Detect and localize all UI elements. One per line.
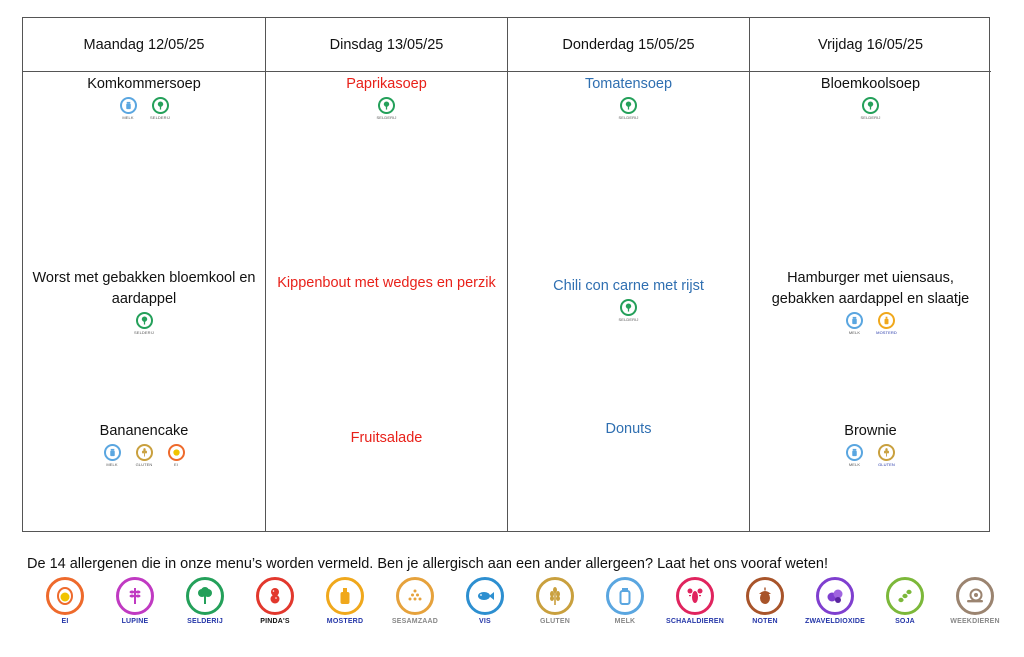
- egg-icon: EI: [163, 444, 189, 467]
- main-dish: Chili con carne met rijst SELDERIJ: [508, 276, 749, 322]
- soup-dish: Bloemkoolsoep SELDERIJ: [750, 74, 991, 120]
- dessert-dish: Donuts: [508, 419, 749, 440]
- legend-item-schaaldieren: SCHAALDIEREN: [660, 577, 730, 625]
- mustard-icon: [326, 577, 364, 615]
- legend-item-zwaveldioxide: ZWAVELDIOXIDE: [800, 577, 870, 625]
- allergen-icons: SELDERIJ: [758, 97, 983, 120]
- dessert-dish: Brownie MELK GLUTEN: [750, 421, 991, 467]
- day-column-thursday: Donderdag 15/05/25 Tomatensoep SELDERIJ …: [507, 18, 749, 531]
- milk-icon: [606, 577, 644, 615]
- celery-icon: SELDERIJ: [858, 97, 884, 120]
- legend-item-ei: EI: [30, 577, 100, 625]
- sesame-icon: [396, 577, 434, 615]
- celery-icon: SELDERIJ: [616, 299, 642, 322]
- fish-icon: [466, 577, 504, 615]
- soy-icon: [886, 577, 924, 615]
- dish-name: Komkommersoep: [87, 76, 201, 92]
- legend-item-selderij: SELDERIJ: [170, 577, 240, 625]
- legend-item-mosterd: MOSTERD: [310, 577, 380, 625]
- day-column-friday: Vrijdag 16/05/25 Bloemkoolsoep SELDERIJ …: [749, 18, 991, 531]
- peanut-icon: [256, 577, 294, 615]
- sulphite-icon: [816, 577, 854, 615]
- allergen-icons: SELDERIJ: [516, 299, 741, 322]
- day-column-monday: Maandag 12/05/25 Komkommersoep MELK SELD…: [23, 18, 265, 531]
- allergen-legend: EI LUPINE SELDERIJ PINDA'S MOSTERD SESAM…: [30, 577, 1010, 652]
- egg-icon: [46, 577, 84, 615]
- dessert-dish: Fruitsalade: [266, 428, 507, 449]
- lupine-icon: [116, 577, 154, 615]
- legend-item-pindas: PINDA'S: [240, 577, 310, 625]
- day-header: Donderdag 15/05/25: [508, 18, 749, 72]
- day-header: Vrijdag 16/05/25: [750, 18, 991, 72]
- dish-name: Fruitsalade: [350, 430, 423, 446]
- soup-dish: Paprikasoep SELDERIJ: [266, 74, 507, 120]
- allergen-icons: MELK SELDERIJ: [31, 97, 257, 120]
- acorn-icon: [746, 577, 784, 615]
- milk-icon: MELK: [842, 444, 868, 467]
- soup-dish: Komkommersoep MELK SELDERIJ: [23, 74, 265, 120]
- legend-item-weekdieren: WEEKDIEREN: [940, 577, 1010, 625]
- milk-icon: MELK: [115, 97, 141, 120]
- allergen-icons: SELDERIJ: [31, 312, 257, 335]
- allergen-icons: MELK GLUTEN: [758, 444, 983, 467]
- legend-item-soja: SOJA: [870, 577, 940, 625]
- soup-dish: Tomatensoep SELDERIJ: [508, 74, 749, 120]
- main-dish: Kippenbout met wedges en perzik: [266, 273, 507, 294]
- snail-icon: [956, 577, 994, 615]
- day-column-tuesday: Dinsdag 13/05/25 Paprikasoep SELDERIJ Ki…: [265, 18, 507, 531]
- milk-icon: MELK: [99, 444, 125, 467]
- allergen-legend-intro: De 14 allergenen die in onze menu’s word…: [27, 556, 828, 572]
- legend-item-sesamzaad: SESAMZAAD: [380, 577, 450, 625]
- main-dish: Hamburger met uiensaus, gebakken aardapp…: [750, 268, 991, 335]
- celery-icon: SELDERIJ: [616, 97, 642, 120]
- dish-name: Bloemkoolsoep: [820, 76, 921, 92]
- lobster-icon: [676, 577, 714, 615]
- dish-name: Brownie: [844, 423, 897, 439]
- day-header: Dinsdag 13/05/25: [266, 18, 507, 72]
- wheat-icon: [536, 577, 574, 615]
- allergen-icons: MELK MOSTERD: [758, 312, 983, 335]
- legend-item-melk: MELK: [590, 577, 660, 625]
- weekly-menu-table: Maandag 12/05/25 Komkommersoep MELK SELD…: [22, 17, 991, 532]
- allergen-icons: SELDERIJ: [274, 97, 499, 120]
- legend-item-lupine: LUPINE: [100, 577, 170, 625]
- celery-icon: [186, 577, 224, 615]
- dish-name: Kippenbout met wedges en perzik: [277, 275, 496, 291]
- milk-icon: MELK: [842, 312, 868, 335]
- dish-name: Bananencake: [99, 423, 189, 439]
- celery-icon: SELDERIJ: [147, 97, 173, 120]
- celery-icon: SELDERIJ: [131, 312, 157, 335]
- dish-name: Chili con carne met rijst: [553, 278, 704, 294]
- legend-item-noten: NOTEN: [730, 577, 800, 625]
- allergen-icons: SELDERIJ: [516, 97, 741, 120]
- dish-name: Donuts: [605, 421, 652, 437]
- wheat-icon: GLUTEN: [874, 444, 900, 467]
- dessert-dish: Bananencake MELK GLUTEN EI: [23, 421, 265, 467]
- allergen-icons: MELK GLUTEN EI: [31, 444, 257, 467]
- dish-name: Tomatensoep: [584, 76, 673, 92]
- dish-name: Hamburger met uiensaus, gebakken aardapp…: [771, 270, 970, 307]
- legend-item-vis: VIS: [450, 577, 520, 625]
- dish-name: Worst met gebakken bloemkool en aardappe…: [32, 270, 256, 307]
- day-header: Maandag 12/05/25: [23, 18, 265, 72]
- main-dish: Worst met gebakken bloemkool en aardappe…: [23, 268, 265, 335]
- celery-icon: SELDERIJ: [374, 97, 400, 120]
- wheat-icon: GLUTEN: [131, 444, 157, 467]
- mustard-icon: MOSTERD: [874, 312, 900, 335]
- dish-name: Paprikasoep: [346, 76, 427, 92]
- legend-item-gluten: GLUTEN: [520, 577, 590, 625]
